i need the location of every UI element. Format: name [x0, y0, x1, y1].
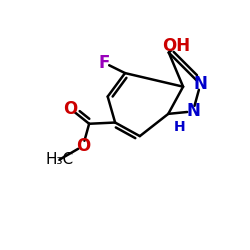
Text: F: F	[98, 54, 110, 72]
Text: O: O	[76, 137, 90, 155]
Text: O: O	[64, 100, 78, 118]
Text: N: N	[194, 75, 207, 93]
Text: OH: OH	[162, 37, 190, 55]
Text: H: H	[174, 120, 185, 134]
Text: H₃C: H₃C	[46, 152, 74, 167]
Text: N: N	[186, 102, 200, 120]
